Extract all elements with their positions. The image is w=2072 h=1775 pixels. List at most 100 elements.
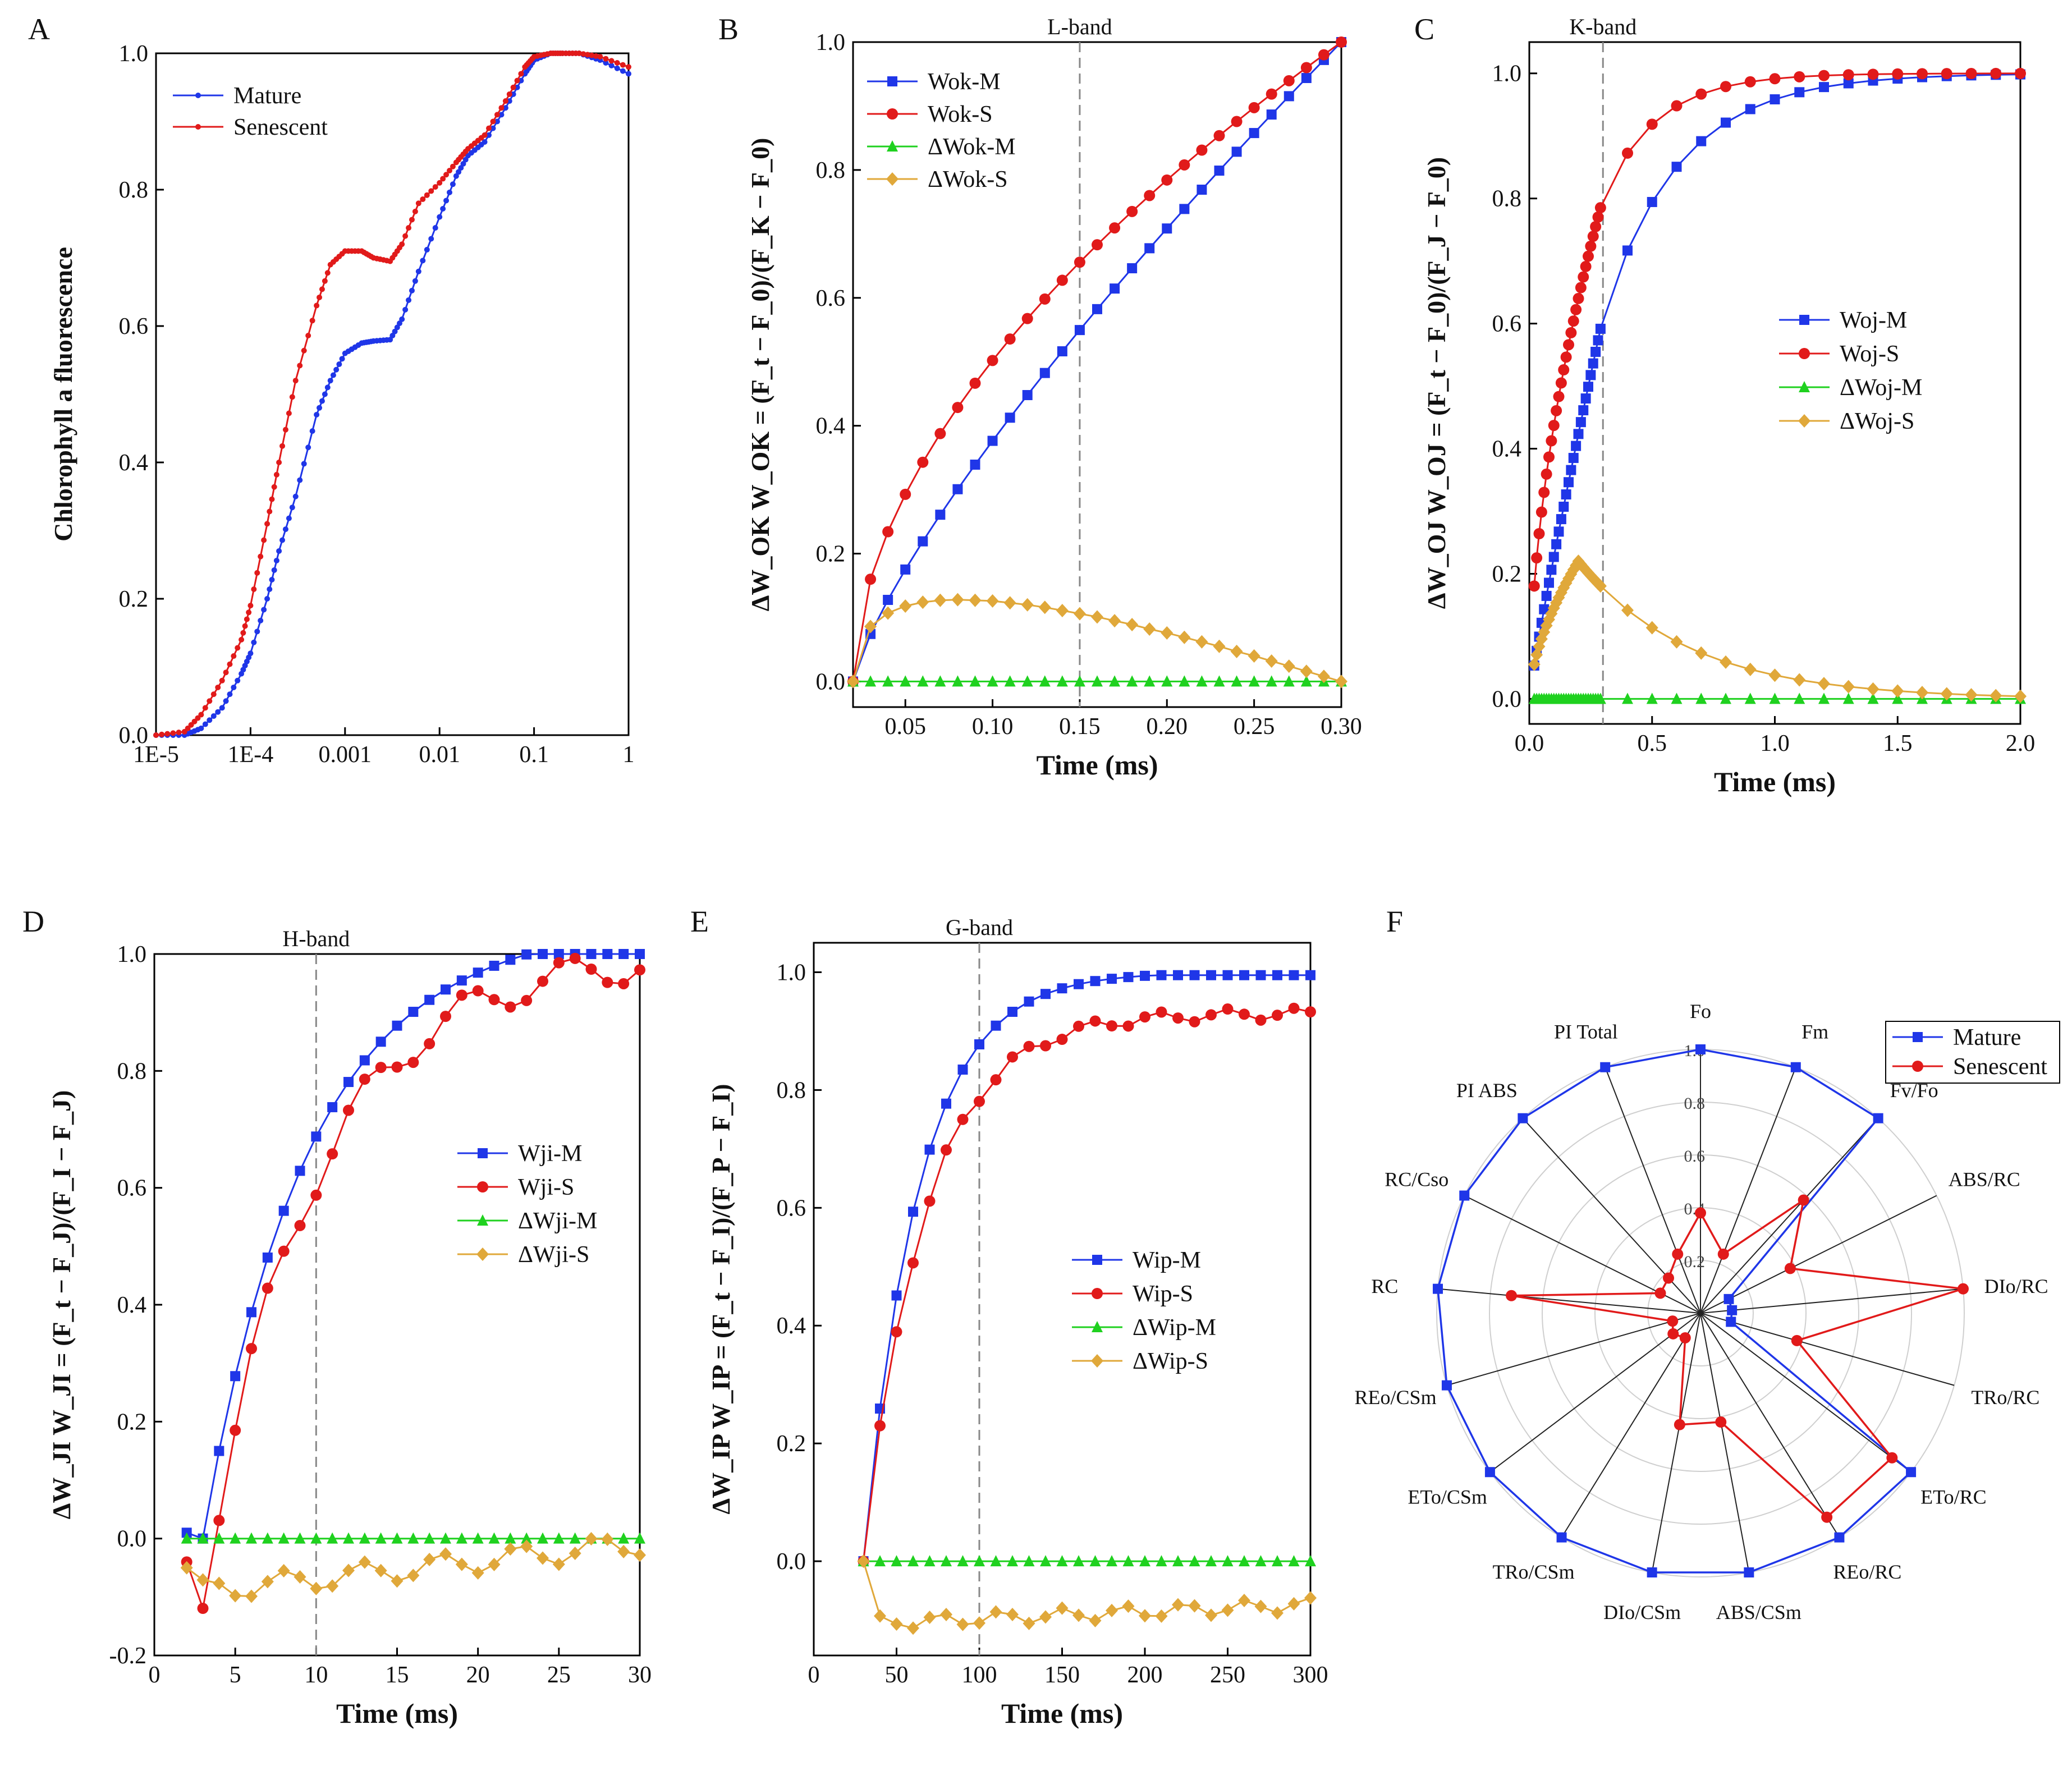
series-mature-point — [453, 173, 459, 179]
series-dwip-s-point — [1072, 1608, 1085, 1622]
series-mature-point — [330, 372, 336, 378]
series-mature-point — [502, 105, 508, 111]
series-senescent-point — [159, 731, 165, 737]
series-woj-m-point — [1745, 104, 1755, 114]
radar-point — [1715, 1416, 1727, 1428]
series-woj-s-point — [1587, 231, 1599, 242]
radar-point — [1556, 1532, 1567, 1543]
series-wip-m-point — [1107, 974, 1117, 984]
series-wji-s-point — [424, 1038, 436, 1049]
series-dwok-s-point — [1282, 659, 1295, 673]
series-senescent-point — [244, 616, 250, 622]
series-dwip-m-point — [957, 1555, 969, 1567]
series-mature-point — [432, 225, 438, 231]
radar-point — [1441, 1380, 1452, 1391]
x-tick-label: 1E-4 — [228, 742, 274, 768]
series-dwoj-s-point — [1965, 688, 1978, 702]
series-mature-point — [314, 411, 320, 418]
series-wip-s-point — [924, 1195, 936, 1207]
series-wip-s-point — [1205, 1009, 1217, 1021]
series-wok-m-point — [1074, 325, 1085, 336]
series-wok-m-point — [1022, 390, 1033, 401]
y-tick-label: 0.4 — [777, 1313, 806, 1339]
series-dwji-m-point — [327, 1532, 338, 1544]
radar-point — [1484, 1467, 1495, 1478]
series-senescent-point — [589, 52, 595, 58]
radar-spoke — [1700, 1117, 1879, 1314]
series-mature-point — [394, 324, 400, 331]
series-wji-m-point — [327, 1102, 338, 1112]
series-woj-s-point — [1720, 81, 1731, 93]
series-senescent-point — [450, 163, 456, 169]
series-mature-point — [392, 328, 398, 334]
series-mature-point — [389, 333, 396, 339]
legend-label: Wok-M — [928, 69, 1001, 95]
series-wji-m-point — [602, 949, 613, 959]
legend-marker — [1913, 1032, 1923, 1042]
series-dwok-m-point — [1161, 675, 1173, 687]
series-wji-m-point — [635, 949, 645, 959]
x-tick-label: 15 — [386, 1662, 409, 1688]
series-wok-m-point — [1231, 146, 1242, 157]
radar-point — [1518, 1113, 1528, 1123]
series-wip-s-line — [863, 1007, 1311, 1562]
series-mature-point — [289, 504, 295, 511]
series-dwoj-m-point — [1671, 692, 1683, 704]
series-dwip-s-point — [989, 1605, 1002, 1619]
series-senescent-point — [498, 105, 505, 111]
series-senescent-point — [282, 426, 288, 433]
series-dwip-s-point — [1271, 1606, 1283, 1620]
legend-marker — [477, 1181, 488, 1192]
series-dwok-s-point — [1335, 675, 1347, 689]
series-dwji-s-point — [520, 1539, 533, 1553]
series-dwji-s-point — [439, 1547, 452, 1561]
y-tick-label: 0.0 — [816, 669, 846, 695]
series-woj-m-point — [1585, 370, 1596, 380]
series-mature-point — [292, 493, 299, 499]
series-wip-s-point — [1288, 1002, 1300, 1014]
series-dwip-s-point — [907, 1621, 919, 1635]
series-mature-point — [247, 650, 254, 657]
series-dwip-s-point — [1039, 1610, 1052, 1624]
series-mature-point — [608, 62, 615, 68]
series-dwip-s-point — [940, 1607, 952, 1621]
series-mature-point — [258, 617, 264, 623]
series-mature-point — [327, 378, 333, 384]
series-senescent-point — [215, 684, 221, 690]
series-wip-m-point — [974, 1039, 984, 1050]
series-woj-s-point — [1585, 240, 1597, 252]
series-wok-m-point — [1214, 166, 1225, 176]
series-dwoj-s-point — [1867, 682, 1880, 696]
series-senescent-point — [502, 98, 508, 104]
series-senescent-point — [603, 56, 609, 62]
radar-point — [1821, 1511, 1833, 1523]
series-wip-s-point — [1007, 1051, 1018, 1063]
series-senescent-point — [486, 125, 492, 131]
series-woj-s-point — [1543, 451, 1555, 463]
series-woj-m-point — [1561, 489, 1571, 500]
y-axis-label: ΔW_IP W_IP = (F_t − F_I)/(F_P − F_I) — [707, 1084, 735, 1514]
series-dwok-s-point — [969, 593, 982, 607]
series-mature-point — [282, 526, 288, 533]
series-dwji-s-point — [310, 1581, 323, 1595]
series-wip-s-point — [1056, 1034, 1068, 1045]
series-senescent-point — [297, 363, 303, 369]
legend-label: Mature — [233, 83, 301, 109]
series-wji-m-point — [359, 1055, 370, 1066]
series-dwji-m-point — [359, 1532, 370, 1544]
series-dwok-s-point — [1143, 622, 1156, 636]
series-dwoj-m-point — [1794, 692, 1805, 704]
series-wji-s-point — [602, 976, 613, 988]
series-dwoj-m-point — [1769, 692, 1781, 704]
series-dwoj-s-point — [1621, 603, 1634, 617]
series-wip-m-point — [1024, 996, 1034, 1007]
series-dwoj-m-point — [1892, 692, 1904, 704]
series-dwip-s-point — [973, 1616, 985, 1630]
series-senescent-point — [207, 698, 213, 704]
series-senescent-point — [415, 200, 421, 207]
series-dwji-s-point — [585, 1532, 598, 1546]
series-wok-m-point — [1301, 72, 1312, 83]
series-wji-s-point — [537, 975, 548, 987]
series-dwok-s-point — [847, 675, 859, 689]
radar-point — [1784, 1263, 1796, 1274]
